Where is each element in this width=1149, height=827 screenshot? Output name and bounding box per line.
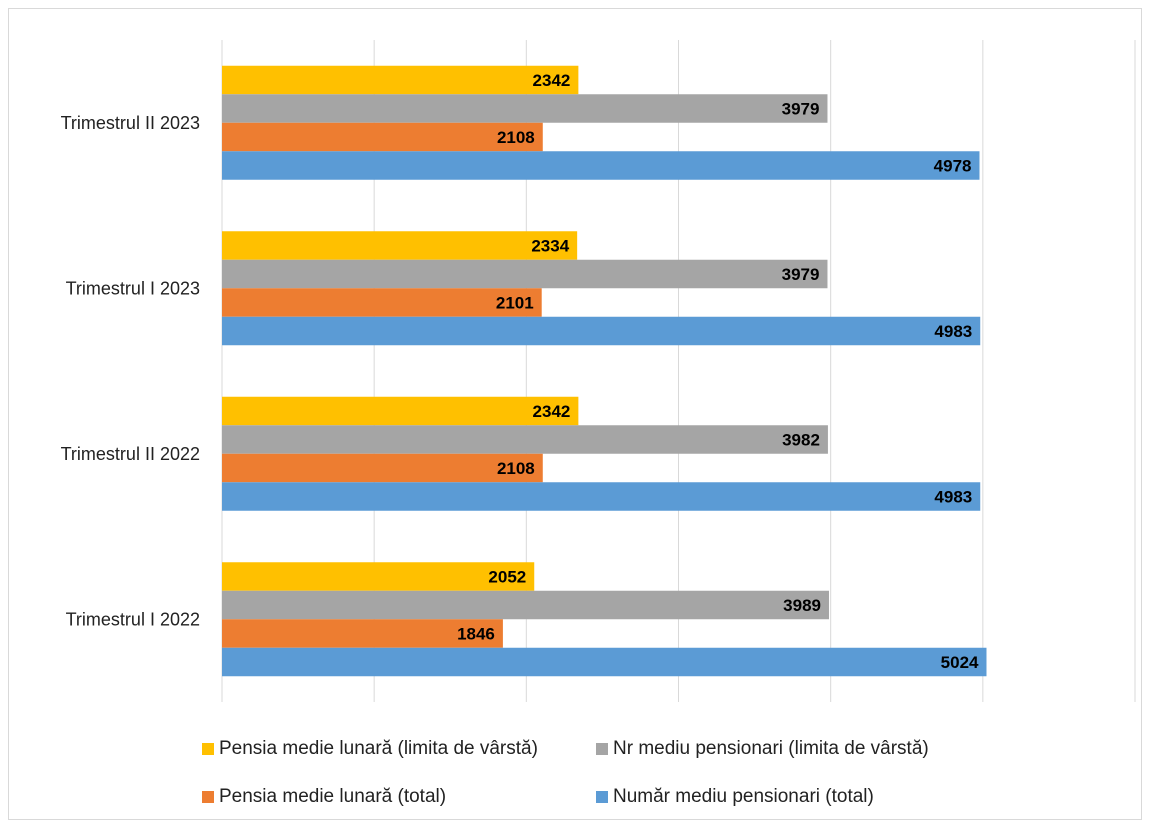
category-label: Trimestrul I 2022 [66, 609, 200, 629]
data-label: 4983 [934, 488, 972, 507]
bar [222, 231, 578, 260]
bar [222, 94, 828, 123]
data-label: 3979 [782, 100, 820, 119]
data-label: 2342 [533, 402, 571, 421]
bar [222, 425, 828, 454]
bars: 2052 3989 1846 5024 2342 3982 2108 4983 2334 3979… [222, 65, 987, 677]
legend-swatch [596, 791, 608, 803]
legend-item-pensia-total: Pensia medie lunară (total) [202, 786, 446, 808]
legend-label: Număr mediu pensionari (total) [613, 786, 874, 807]
data-label: 2342 [533, 71, 571, 90]
legend-label: Nr mediu pensionari (limita de vârstă) [613, 738, 929, 759]
data-label: 3979 [782, 265, 820, 284]
legend-item-nr-limita: Nr mediu pensionari (limita de vârstă) [596, 738, 929, 760]
bar [222, 562, 535, 591]
category-label: Trimestrul II 2022 [61, 444, 200, 464]
bar [222, 453, 543, 483]
bar [222, 647, 987, 677]
bar [222, 65, 579, 95]
legend-label: Pensia medie lunară (total) [219, 786, 447, 807]
category-label: Trimestrul II 2023 [61, 113, 200, 133]
bar [222, 122, 543, 152]
legend-swatch [202, 743, 214, 755]
legend-label: Pensia medie lunară (limita de vârstă) [219, 738, 538, 759]
data-label: 4983 [934, 322, 972, 341]
category-label: Trimestrul I 2023 [66, 278, 200, 298]
data-label: 1846 [457, 625, 495, 644]
bar [222, 482, 981, 511]
bar [222, 619, 503, 648]
category-labels: Trimestrul I 2022 Trimestrul II 2022 Trime… [61, 113, 200, 630]
bar [222, 151, 980, 180]
legend-swatch [596, 743, 608, 755]
legend-swatch [202, 791, 214, 803]
legend-item-pensia-limita: Pensia medie lunară (limita de vârstă) [202, 738, 538, 760]
data-label: 2052 [488, 568, 526, 587]
bar [222, 288, 542, 317]
data-label: 4978 [934, 157, 972, 176]
data-label: 3982 [782, 431, 820, 450]
bar [222, 396, 579, 426]
data-label: 2108 [497, 459, 535, 478]
data-label: 5024 [941, 653, 979, 672]
data-label: 2334 [531, 237, 569, 256]
data-label: 2101 [496, 294, 534, 313]
bar [222, 316, 981, 346]
legend-item-numar-total: Număr mediu pensionari (total) [596, 786, 874, 808]
bar [222, 259, 828, 289]
bar [222, 590, 829, 620]
data-label: 2108 [497, 128, 535, 147]
data-label: 3989 [783, 596, 821, 615]
